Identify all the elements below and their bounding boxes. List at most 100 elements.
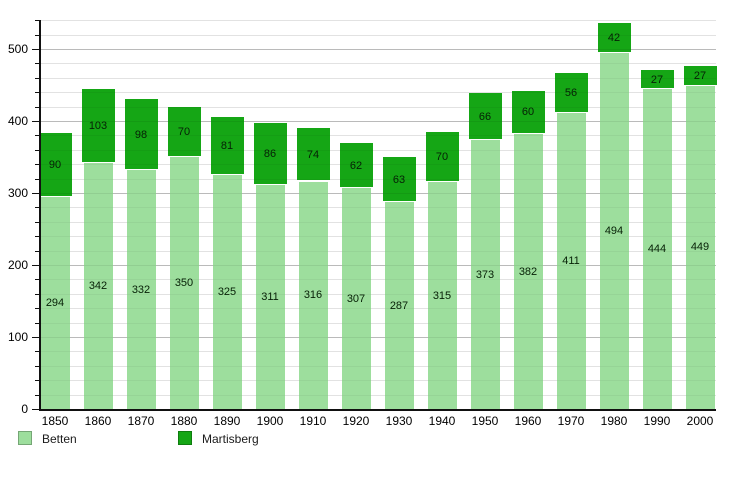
- bar-value-label-martisberg-1980: 42: [607, 32, 621, 45]
- gridline-minor: [40, 351, 716, 353]
- gridline-overlay: [40, 265, 716, 266]
- bar-segment-betten-1880: [169, 157, 199, 409]
- gridline-minor: [40, 221, 716, 223]
- y-axis-label-100: 100: [7, 330, 28, 344]
- x-axis-label-1970: 1970: [557, 414, 585, 428]
- y-axis-minor-tick: [35, 322, 39, 324]
- legend-label-betten: Betten: [42, 432, 77, 446]
- bar-value-label-betten-1970: 411: [562, 255, 580, 267]
- bar-segment-betten-1980: [599, 53, 629, 409]
- gridline-overlay: [40, 293, 716, 295]
- y-axis-minor-tick: [35, 293, 39, 295]
- gridline-major: [40, 265, 716, 266]
- bar-segment-martisberg-1930: [382, 157, 416, 203]
- y-axis-minor-tick: [35, 149, 39, 151]
- gridline-minor: [40, 178, 716, 180]
- bar-value-label-betten-1940: 315: [432, 289, 452, 302]
- bar-segment-betten-1970: [556, 113, 586, 409]
- y-axis-minor-tick: [35, 106, 39, 108]
- bar-value-label-martisberg-1940: 70: [435, 151, 449, 163]
- bar-value-label-martisberg-1900: 86: [263, 148, 277, 161]
- y-axis-minor-tick: [35, 221, 39, 223]
- gridline-minor: [40, 207, 716, 209]
- y-axis-major-tick: [32, 337, 39, 338]
- x-axis-label-1910: 1910: [299, 414, 327, 428]
- y-axis-minor-tick: [35, 164, 39, 166]
- gridline-minor: [40, 164, 716, 166]
- bar-segment-martisberg-1910: [296, 128, 330, 182]
- gridline-minor: [40, 380, 716, 382]
- gridline-overlay: [40, 380, 716, 382]
- bar-value-label-martisberg-1860: 103: [88, 119, 108, 132]
- gridline-minor: [40, 394, 716, 396]
- gridline-minor: [40, 293, 716, 295]
- gridline-overlay: [40, 20, 716, 22]
- y-axis-label-400: 400: [7, 114, 28, 128]
- x-axis-label-1930: 1930: [385, 414, 413, 428]
- gridline-minor: [40, 20, 716, 22]
- y-axis-minor-tick: [35, 236, 39, 238]
- y-axis-minor-tick: [35, 63, 39, 65]
- bar-value-label-martisberg-1990: 27: [650, 73, 664, 86]
- gridline-overlay: [40, 178, 716, 180]
- y-axis-minor-tick: [35, 380, 39, 382]
- y-axis-major-tick: [32, 193, 39, 194]
- bar-value-label-betten-1950: 373: [475, 268, 495, 281]
- bar-segment-martisberg-1970: [554, 72, 588, 114]
- bar-segment-martisberg-1920: [339, 143, 373, 188]
- x-axis-label-1950: 1950: [471, 414, 499, 428]
- gridline-overlay: [40, 63, 716, 65]
- gridline-overlay: [40, 77, 716, 79]
- y-axis-minor-tick: [35, 279, 39, 281]
- gridline-overlay: [40, 49, 716, 50]
- bar-segment-betten-1850: [40, 197, 70, 409]
- y-axis-label-200: 200: [7, 258, 28, 272]
- gridline-overlay: [40, 308, 716, 310]
- bar-value-label-betten-1930: 287: [389, 299, 409, 312]
- bar-segment-martisberg-1990: [640, 69, 674, 90]
- bar-value-label-betten-1890: 325: [217, 286, 237, 298]
- bar-value-label-martisberg-1930: 63: [392, 173, 406, 186]
- y-axis-major-tick: [32, 121, 39, 122]
- y-axis-minor-tick: [35, 250, 39, 252]
- bar-segment-betten-1900: [255, 185, 285, 409]
- y-axis-minor-tick: [35, 178, 39, 180]
- bar-segment-betten-1870: [126, 170, 156, 409]
- y-axis-minor-tick: [35, 394, 39, 396]
- bar-segment-martisberg-1870: [124, 99, 158, 170]
- x-axis-label-1860: 1860: [84, 414, 112, 428]
- gridline-overlay: [40, 236, 716, 238]
- gridline-minor: [40, 149, 716, 151]
- bar-value-label-martisberg-1850: 90: [48, 158, 62, 171]
- x-axis-label-1960: 1960: [514, 414, 542, 428]
- gridline-major: [40, 337, 716, 338]
- legend-label-martisberg: Martisberg: [202, 432, 259, 446]
- gridline-overlay: [40, 106, 716, 108]
- gridline-overlay: [40, 121, 716, 122]
- x-axis-label-2000: 2000: [686, 414, 714, 428]
- bar-segment-martisberg-1860: [81, 88, 115, 163]
- gridline-overlay: [40, 221, 716, 223]
- bar-value-label-betten-1900: 311: [261, 291, 279, 303]
- gridline-minor: [40, 322, 716, 324]
- x-axis-label-1920: 1920: [342, 414, 370, 428]
- bar-value-label-betten-1850: 294: [45, 297, 65, 310]
- y-axis-minor-tick: [35, 34, 39, 36]
- gridline-overlay: [40, 92, 716, 94]
- bar-segment-martisberg-1900: [253, 123, 287, 186]
- gridline-minor: [40, 63, 716, 65]
- gridline-overlay: [40, 164, 716, 166]
- y-axis-minor-tick: [35, 365, 39, 367]
- x-axis-label-1990: 1990: [643, 414, 671, 428]
- bar-value-label-betten-1990: 444: [647, 243, 667, 256]
- bar-segment-betten-1940: [427, 182, 457, 409]
- bar-value-label-martisberg-1950: 66: [478, 110, 492, 123]
- y-axis-label-0: 0: [21, 402, 28, 416]
- bar-value-label-martisberg-1910: 74: [306, 148, 320, 161]
- legend-swatch-martisberg: [178, 431, 192, 445]
- bar-segment-martisberg-1940: [425, 131, 459, 183]
- gridline-major: [40, 49, 716, 50]
- x-axis-label-1940: 1940: [428, 414, 456, 428]
- y-axis-minor-tick: [35, 207, 39, 209]
- bar-segment-martisberg-1980: [597, 23, 631, 54]
